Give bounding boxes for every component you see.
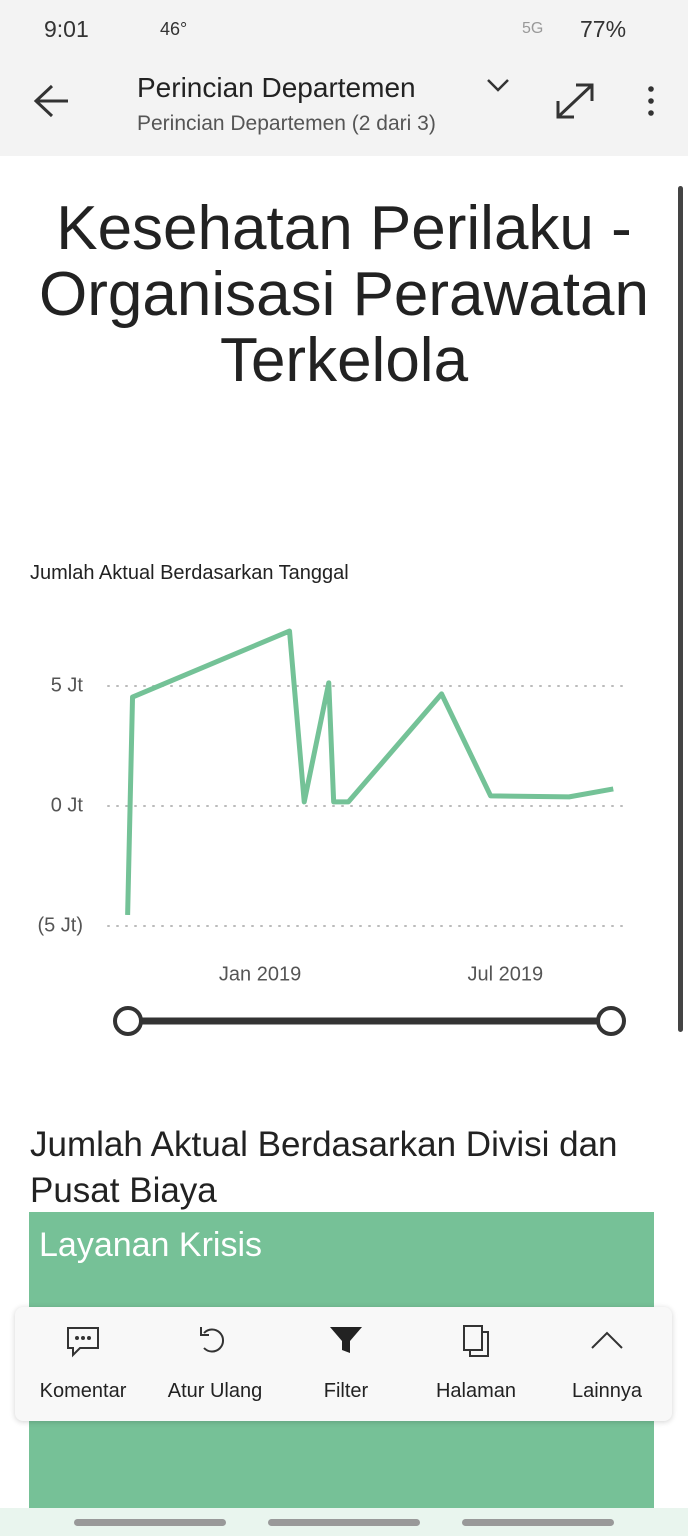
more-icon bbox=[591, 1331, 623, 1349]
treemap-tile-label: Layanan Krisis bbox=[39, 1226, 263, 1264]
status-temperature: 46° bbox=[160, 19, 188, 39]
filter-icon bbox=[330, 1327, 362, 1353]
toolbar-button[interactable]: Halaman bbox=[435, 1380, 517, 1402]
chart: 5 Jt 0 Jt (5 Jt) Jan 2019 Jul 2019 bbox=[37, 628, 629, 1036]
nav-button[interactable] bbox=[74, 1519, 226, 1526]
nav-button[interactable] bbox=[268, 1519, 420, 1526]
expand-button[interactable] bbox=[556, 83, 594, 119]
y-tick-label: (5 Jt) bbox=[37, 914, 83, 936]
header-icons bbox=[33, 79, 654, 119]
nav-button[interactable] bbox=[462, 1519, 614, 1526]
toolbar-button[interactable]: Komentar bbox=[39, 1380, 127, 1402]
range-slider-end[interactable] bbox=[596, 1006, 626, 1036]
x-tick-label: Jul 2019 bbox=[468, 963, 544, 985]
dropdown-button[interactable] bbox=[487, 79, 509, 92]
reset-icon bbox=[200, 1327, 225, 1353]
range-slider-start[interactable] bbox=[113, 1006, 143, 1036]
toolbar-button[interactable]: Lainnya bbox=[571, 1380, 643, 1402]
toolbar-icons bbox=[67, 1325, 623, 1358]
more-button[interactable] bbox=[648, 86, 654, 116]
y-tick-label: 5 Jt bbox=[51, 674, 84, 696]
toolbar-button[interactable]: Atur Ulang bbox=[167, 1380, 263, 1402]
header-subtitle: Perincian Departemen (2 dari 3) bbox=[137, 112, 436, 135]
back-button[interactable] bbox=[33, 84, 68, 118]
line-series bbox=[125, 628, 614, 916]
report-title: Kesehatan Perilaku - Organisasi Perawata… bbox=[39, 194, 649, 395]
y-tick-label: 0 Jt bbox=[51, 794, 84, 816]
status-battery: 77% bbox=[580, 16, 627, 42]
treemap-title: Jumlah Aktual Berdasarkan Divisi dan Pus… bbox=[30, 1125, 618, 1210]
chart-title: Jumlah Aktual Berdasarkan Tanggal bbox=[30, 562, 349, 584]
status-network: 5G bbox=[522, 20, 544, 37]
pages-icon bbox=[463, 1325, 489, 1357]
status-time: 9:01 bbox=[44, 16, 89, 42]
top-area bbox=[0, 0, 688, 156]
toolbar-button[interactable]: Filter bbox=[323, 1380, 369, 1402]
header-title: Perincian Departemen bbox=[137, 72, 416, 103]
scrollbar bbox=[678, 186, 683, 1032]
toolbar bbox=[15, 1307, 672, 1421]
comment-icon bbox=[67, 1327, 99, 1358]
x-tick-label: Jan 2019 bbox=[219, 963, 301, 985]
